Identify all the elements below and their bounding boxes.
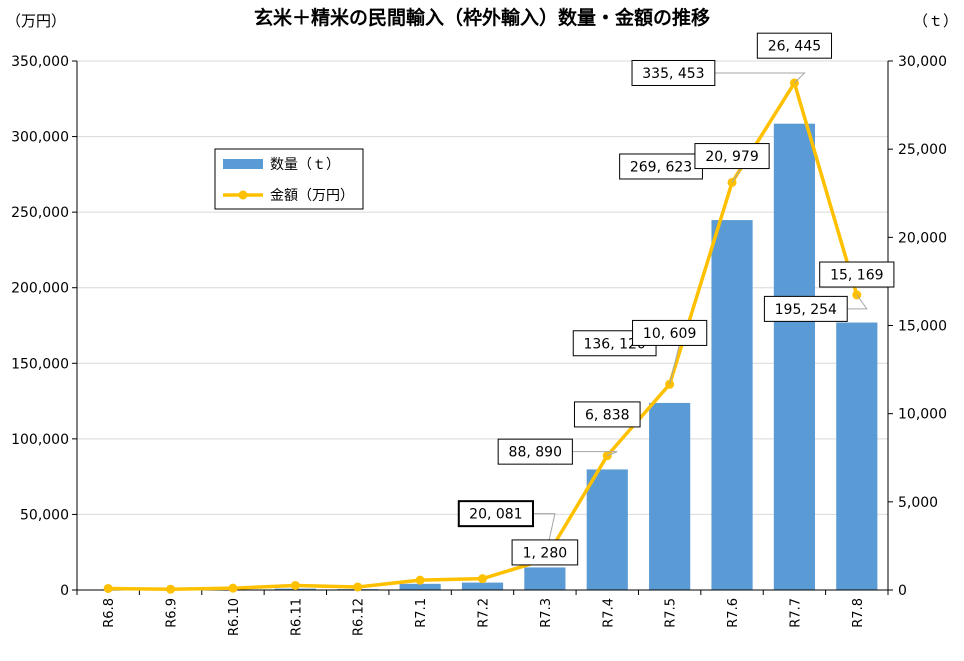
quantity-data-label: 20, 979 [694,143,770,170]
x-axis-tick-label: R6.12 [352,598,367,636]
quantity-data-label: 10, 609 [632,319,708,346]
left-axis-tick-label: 200,000 [11,281,69,297]
line-point [103,583,113,593]
quantity-data-label-box [694,143,770,170]
bar [773,123,816,591]
amount-data-label: 195, 254 [763,295,848,322]
quantity-data-label-text: 20, 979 [705,149,758,165]
x-axis-tick-label: R6.8 [102,598,117,628]
right-axis-tick-label: 15,000 [898,319,947,335]
bar [836,322,878,590]
line-point [415,575,425,585]
amount-data-label-text: 136, 120 [583,336,645,352]
legend-line-marker [238,190,248,200]
amount-data-label-text: 269, 623 [630,159,692,175]
quantity-data-label: 6, 838 [573,401,641,428]
label-leader [847,294,868,310]
bar [649,402,691,590]
amount-data-label-box [497,438,573,465]
amount-data-label-box [457,500,534,528]
chart-title: 玄米＋精米の民間輸入（枠外輸入）数量・金額の推移 [254,6,710,29]
left-axis-tick-label: 250,000 [11,205,69,221]
right-axis-tick-label: 20,000 [898,230,947,246]
quantity-data-label: 15, 169 [819,261,895,288]
left-axis-tick-label: 150,000 [11,356,69,372]
legend: 数量（ｔ） 金額（万円） [214,148,364,210]
x-axis-tick-label: R7.3 [539,598,554,628]
quantity-data-label-box [756,32,833,59]
bar [461,582,504,590]
label-leader [572,451,618,457]
quantity-data-label-text: 15, 169 [830,268,883,284]
legend-line-label: 金額（万円） [270,188,354,204]
amount-data-label: 269, 623 [619,153,703,180]
x-axis-tick-label: R6.9 [165,598,180,628]
amount-data-label-text: 335, 453 [642,66,704,82]
line-point [166,584,176,594]
legend-bar-label: 数量（ｔ） [270,157,340,173]
legend-bar-swatch [223,159,263,169]
quantity-data-label-text: 26, 445 [768,39,821,55]
bar-series [87,123,878,591]
left-axis-unit: （万円） [6,12,66,30]
right-axis-unit: （ｔ） [913,12,958,30]
x-axis-tick-label: R6.11 [289,598,304,636]
bar [399,583,441,590]
x-axis-tick-label: R7.4 [601,598,616,628]
quantity-data-label-box [819,261,895,288]
right-axis-tick-label: 25,000 [898,142,947,158]
quantity-data-label-text: 6, 838 [585,407,630,423]
left-axis-tick-label: 0 [60,583,69,599]
amount-data-label-box [763,295,848,322]
right-axis-tick-label: 10,000 [898,407,947,423]
x-axis-tick-label: R7.8 [851,598,866,628]
quantity-data-label: 26, 445 [756,32,833,59]
amount-data-label: 20, 081 [457,500,534,528]
bar [711,220,753,590]
label-leader [714,72,806,84]
line-point [478,574,487,584]
amount-data-label: 88, 890 [497,438,573,465]
amount-data-label-box [619,153,703,180]
x-axis-tick-label: R7.6 [726,598,741,628]
line-point [228,583,238,593]
x-axis-tick-label: R6.10 [227,598,242,636]
line-point [290,580,300,590]
amount-data-label-text: 195, 254 [775,302,837,318]
axes: 0 50,000 100,000 150,000 200,000 250,000 300,0… [11,54,947,636]
left-axis-tick-label: 100,000 [11,432,69,448]
right-axis-tick-label: 30,000 [898,54,947,70]
x-axis-tick-label: R7.2 [477,598,492,628]
data-labels: 20, 081 88, 890 136, 120 269, 623 335, 453 19… [457,32,895,566]
amount-data-label: 335, 453 [631,59,716,86]
quantity-data-label: 1, 280 [511,539,579,566]
x-axis-tick-label: R7.5 [664,598,679,628]
left-axis-tick-label: 350,000 [11,54,69,70]
quantity-data-label-box [511,539,579,566]
right-axis-tick-label: 0 [898,583,907,599]
amount-data-label-text: 20, 081 [469,507,522,523]
bar [524,567,566,590]
amount-data-label-box [631,59,716,86]
quantity-data-label-box [573,401,641,428]
quantity-data-label-text: 10, 609 [643,326,696,342]
right-axis-tick-label: 5,000 [898,495,938,511]
left-axis-tick-label: 50,000 [20,507,69,523]
legend-box [214,148,364,210]
line-point [353,582,363,592]
amount-data-label-text: 88, 890 [509,445,562,461]
bar [586,469,628,590]
x-axis-tick-label: R7.7 [788,598,803,628]
quantity-data-label-box [632,319,708,346]
gridlines [77,60,888,515]
quantity-data-label-text: 1, 280 [523,545,568,561]
left-axis-tick-label: 300,000 [11,130,69,146]
x-axis-tick-label: R7.1 [414,598,429,628]
